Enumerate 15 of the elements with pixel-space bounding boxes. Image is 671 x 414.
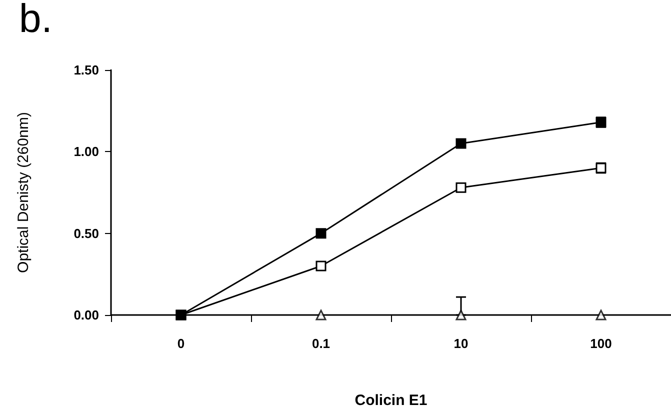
x-tick-label: 0.1 [312,336,330,351]
y-axis-title: Optical Denisty (260nm) [15,112,32,273]
point [316,260,326,272]
y-tick-label: 1.50 [74,62,99,78]
point [456,138,466,149]
y-tick-label: 0.00 [74,308,99,322]
x-tick-label: 10 [454,336,468,351]
y-tick-label: 0.50 [74,226,99,241]
point [316,228,326,239]
y-tick-label: 1.00 [74,144,99,160]
x-axis-title: Colicin E1 [354,392,428,409]
point [456,182,466,193]
chart-title: b. [19,0,52,41]
x-tick-label: 0 [177,336,185,351]
x-tick-label: 100 [590,336,612,351]
